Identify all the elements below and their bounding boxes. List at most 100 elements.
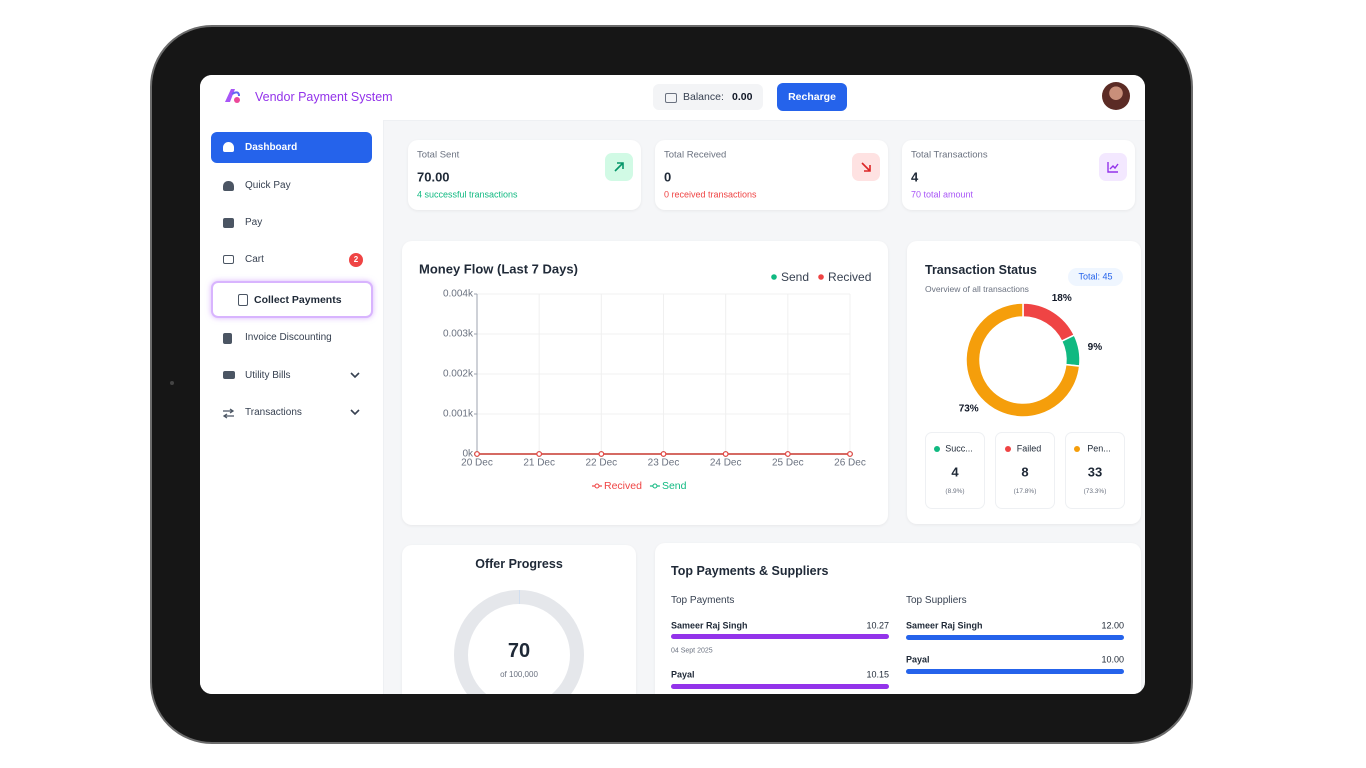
offer-max: of 100,000 [500, 670, 538, 679]
balance-label: Balance: [683, 90, 724, 103]
card-subtitle: Overview of all transactions [925, 283, 1029, 294]
status-percent: (17.8%) [1013, 487, 1037, 495]
nav-dashboard[interactable]: Dashboard [211, 132, 372, 163]
status-count: 8 [1021, 464, 1029, 480]
supplier-amount: 12.00 [1101, 620, 1124, 631]
x-tick-label: 20 Dec [461, 458, 493, 469]
x-tick-label: 25 Dec [772, 458, 804, 469]
payment-amount: 10.27 [866, 620, 889, 631]
stat-icon [605, 153, 633, 181]
nav-label: Utility Bills [245, 370, 291, 381]
offer-progress-card: Offer Progress 70 of 100,000 [402, 545, 636, 694]
supplier-amount: 10.00 [1101, 654, 1124, 665]
nav-label: Invoice Discounting [245, 332, 332, 343]
card-title: Offer Progress [475, 556, 563, 571]
sidebar: Dashboard Quick Pay Pay Cart 2 Collect P… [200, 120, 384, 694]
status-card: Failed 8 (17.8%) [995, 432, 1055, 509]
nav-pay[interactable] [211, 207, 372, 239]
column-title: Top Payments [671, 595, 735, 606]
status-count: 33 [1087, 464, 1103, 480]
card-title: Transaction Status [925, 262, 1037, 277]
legend-label: Recived [828, 270, 871, 284]
offer-gauge [454, 590, 584, 694]
camera [170, 381, 174, 385]
payment-name: Sameer Raj Singh [671, 620, 748, 631]
stat-icon [852, 153, 880, 181]
slice-label: 9% [1088, 342, 1103, 353]
supplier-bar [906, 669, 1124, 674]
y-tick-label: 0.004k [443, 289, 474, 300]
stat-note: 70 total amount [911, 189, 974, 200]
status-card: Pen... 33 (73.3%) [1065, 432, 1125, 509]
status-count: 4 [951, 464, 959, 480]
stat-label: Total Transactions [911, 149, 988, 161]
total-text: Total: 45 [1078, 271, 1113, 282]
stat-note: 4 successful transactions [417, 189, 518, 200]
money-flow-card: Money Flow (Last 7 Days) 20 Dec 21 Dec 22 … [402, 241, 888, 525]
point [474, 451, 480, 457]
nav-quick-pay[interactable] [211, 170, 372, 202]
stat-card: Total Transactions 4 70 total amount [902, 140, 1135, 210]
nav-icon [222, 408, 235, 419]
x-tick-label: 22 Dec [585, 458, 617, 469]
x-tick-label: 26 Dec [834, 458, 866, 469]
stat-value: 70.00 [417, 169, 450, 185]
nav-cart[interactable] [211, 244, 372, 276]
nav-label: Quick Pay [245, 180, 291, 191]
cart-badge-count: 2 [353, 255, 359, 264]
legend-swatch [652, 483, 658, 489]
nav-utility-bills[interactable] [211, 360, 372, 392]
stat-value: 4 [911, 169, 919, 185]
nav-label: Pay [245, 217, 263, 228]
legend-swatch [818, 274, 824, 280]
status-dot [1074, 446, 1080, 452]
status-dot [934, 446, 940, 452]
status-name: Failed [1016, 443, 1042, 454]
payment-name: Payal [671, 669, 695, 680]
avatar[interactable] [1102, 82, 1130, 110]
y-tick-label: 0.003k [443, 329, 474, 340]
slice-label: 18% [1052, 293, 1072, 304]
point [660, 451, 667, 457]
payment-date: 04 Sept 2025 [671, 647, 713, 655]
payment-bar [671, 684, 889, 689]
chevron [350, 372, 360, 379]
slice-label: 73% [959, 403, 979, 414]
stat-label: Total Received [664, 149, 727, 161]
status-donut: 18% 9% 73% [959, 293, 1103, 418]
point [536, 451, 543, 457]
chevron [350, 409, 360, 416]
screen: Vendor Payment System Balance: 0.00 Rech… [200, 75, 1145, 694]
y-tick-label: 0.002k [443, 369, 474, 380]
nav-icon [223, 255, 234, 264]
recharge-label: Recharge [788, 90, 836, 103]
donut-slice [965, 302, 1081, 418]
nav-icon [223, 333, 232, 344]
stat-icon [1099, 153, 1127, 181]
nav-label: Transactions [245, 407, 302, 418]
recharge-button[interactable]: Recharge [777, 83, 847, 111]
total-badge: Total: 45 [1068, 268, 1123, 286]
legend-label: Send [781, 270, 809, 284]
chart-title: Money Flow (Last 7 Days) [419, 261, 578, 277]
balance-value: 0.00 [732, 90, 753, 103]
header: Vendor Payment System Balance: 0.00 Rech… [200, 75, 1145, 121]
legend-label: Recived [604, 480, 642, 492]
column-title: Top Suppliers [906, 595, 967, 606]
point [722, 451, 729, 457]
transaction-status-card: Transaction Status Total: 45 18% 9% 73% Ov… [907, 241, 1141, 524]
money-flow-chart: 20 Dec 21 Dec 22 Dec 23 Dec 24 Dec 25 Dec 26 D… [443, 270, 871, 492]
legend-swatch [594, 483, 600, 489]
logo [225, 89, 240, 103]
x-tick-label: 23 Dec [648, 458, 680, 469]
legend-swatch [771, 274, 777, 280]
nav-label: Cart [245, 254, 264, 265]
y-tick-label: 0k [462, 449, 474, 460]
stat-value: 0 [664, 169, 672, 185]
nav-collect-payments[interactable]: Collect Payments [211, 281, 373, 318]
status-percent: (73.3%) [1083, 487, 1107, 495]
payment-amount: 10.15 [866, 669, 889, 680]
supplier-bar [906, 635, 1124, 640]
x-tick-label: 21 Dec [523, 458, 555, 469]
